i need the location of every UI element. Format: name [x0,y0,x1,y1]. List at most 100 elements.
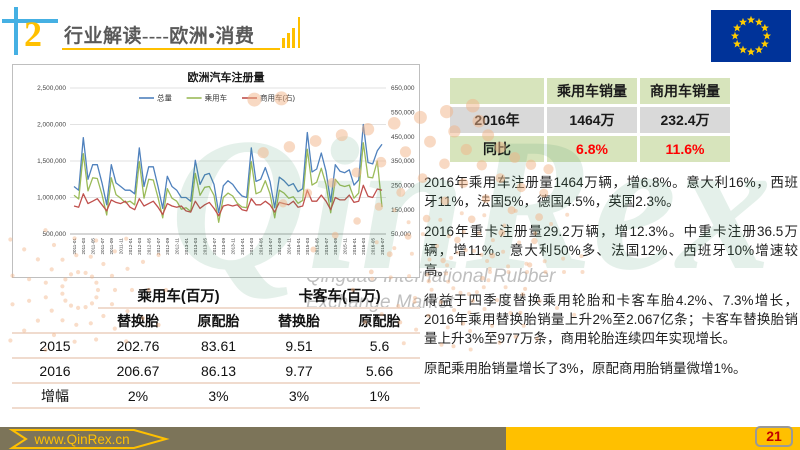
svg-text:2011-05: 2011-05 [91,238,96,255]
svg-text:2015-09: 2015-09 [333,238,338,255]
svg-text:2012-07: 2012-07 [156,238,161,255]
analysis-paragraph-2: 2016年重卡注册量29.2万辆，增12.3%。中重卡注册36.5万辆，增11%… [424,224,798,278]
svg-text:2013-11: 2013-11 [231,238,236,255]
sales-col-header: 商用车销量 [640,78,730,104]
svg-text:2,500,000: 2,500,000 [37,85,66,92]
tyre-row-label: 2016 [12,358,98,384]
svg-text:650,000: 650,000 [391,85,415,92]
svg-text:250,000: 250,000 [391,183,415,190]
svg-text:2016-07: 2016-07 [380,238,385,255]
svg-text:1,000,000: 1,000,000 [37,195,66,202]
svg-text:550,000: 550,000 [391,110,415,117]
tyre-value: 1% [339,383,421,409]
svg-text:50,000: 50,000 [391,231,411,238]
tyre-value: 5.6 [339,333,421,359]
analysis-paragraph-4: 原配乘用胎销量增长了3%，原配商用胎销量微增1%。 [424,361,747,377]
tyre-value: 3% [178,383,260,409]
svg-text:2012-05: 2012-05 [147,238,152,255]
tyre-value: 206.67 [98,358,178,384]
tyre-subheader: 原配胎 [339,308,421,334]
sales-summary-table: 乘用车销量 商用车销量 2016年 1464万 232.4万同比 6.8% 11.6% [447,75,733,165]
tyre-value: 86.13 [178,358,260,384]
tyre-subheader: 原配胎 [178,308,260,334]
svg-text:2014-03: 2014-03 [249,238,254,255]
tyre-subheader: 替换胎 [259,308,340,334]
svg-text:2016-03: 2016-03 [361,238,366,255]
svg-text:2012-09: 2012-09 [165,238,170,255]
svg-text:2012-11: 2012-11 [175,238,180,255]
svg-text:2011-07: 2011-07 [100,238,105,255]
svg-text:2014-07: 2014-07 [268,238,273,255]
title-underline [62,48,280,50]
sales-value: 1464万 [547,107,637,133]
svg-text:2011-01: 2011-01 [72,238,77,255]
svg-text:2013-07: 2013-07 [212,238,217,255]
sales-col-header: 乘用车销量 [547,78,637,104]
svg-text:2015-01: 2015-01 [296,238,301,255]
svg-text:2014-01: 2014-01 [240,238,245,255]
sales-row-label: 2016年 [450,107,544,133]
sales-value: 232.4万 [640,107,730,133]
sales-col-header [450,78,544,104]
svg-text:2016-05: 2016-05 [371,238,376,255]
svg-text:欧洲汽车注册量: 欧洲汽车注册量 [188,70,265,84]
tyre-group-header: 乘用车(百万) [98,283,260,309]
svg-text:2013-05: 2013-05 [203,238,208,255]
svg-text:350,000: 350,000 [391,158,415,165]
svg-text:总量: 总量 [157,93,172,103]
svg-text:2015-11: 2015-11 [343,238,348,255]
tyre-value: 3% [259,383,340,409]
svg-text:乘用车: 乘用车 [205,93,228,103]
section-number: 2 [24,14,42,54]
svg-text:2014-11: 2014-11 [287,238,292,255]
tyre-value: 2% [98,383,178,409]
svg-text:2013-03: 2013-03 [193,238,198,255]
sales-row-label: 同比 [450,136,544,162]
bar-chart-icon [282,16,304,48]
svg-text:2013-09: 2013-09 [221,238,226,255]
svg-text:2012-01: 2012-01 [128,238,133,255]
svg-text:450,000: 450,000 [391,134,415,141]
registrations-chart-svg: 欧洲汽车注册量 2,500,000 2,000,000 1,500,000 1,000,… [37,70,415,255]
svg-text:2012-03: 2012-03 [137,238,142,255]
svg-text:2014-09: 2014-09 [277,238,282,255]
page-number-badge: 21 [755,426,793,447]
tyre-subheader: 替换胎 [98,308,178,334]
svg-text:2015-07: 2015-07 [324,238,329,255]
svg-text:2011-09: 2011-09 [109,238,114,255]
header-cross-icon-horizontal [2,19,58,23]
series-总量 [73,123,383,214]
tyre-row-label: 2015 [12,333,98,359]
svg-text:2011-03: 2011-03 [81,238,86,255]
footer-url-arrow[interactable]: www.QinRex.cn [4,428,174,450]
registrations-chart: 欧洲汽车注册量 2,500,000 2,000,000 1,500,000 1,000,… [12,64,420,278]
tyre-value: 5.66 [339,358,421,384]
tyre-subheader-blank [12,308,98,334]
footer-url[interactable]: www.QinRex.cn [33,432,129,447]
tyre-value: 202.76 [98,333,178,359]
analysis-paragraph-1: 2016年乘用车注册量1464万辆，增6.8%。意大利16%，西班牙11%，法国… [424,175,798,210]
tyre-corner-cell [12,283,98,308]
tyre-sales-table: 乘用车(百万) 卡客车(百万) 替换胎 原配胎 替换胎 原配胎 2015 202.76 83.6… [12,283,421,409]
analysis-paragraph-3: 得益于四季度替换乘用轮胎和卡客车胎4.2%、7.3%增长，2016年乘用替换胎销… [424,292,798,347]
analysis-paragraphs: 2016年乘用车注册量1464万辆，增6.8%。意大利16%，西班牙11%，法国… [424,173,798,389]
sales-value: 11.6% [640,136,730,162]
tyre-group-header: 卡客车(百万) [259,283,421,309]
svg-text:150,000: 150,000 [391,207,415,214]
series-商用车(右) [73,184,383,217]
svg-text:2,000,000: 2,000,000 [37,122,66,129]
sales-value: 6.8% [547,136,637,162]
svg-text:500,000: 500,000 [43,231,67,238]
svg-text:2016-01: 2016-01 [352,238,357,255]
eu-flag-icon [711,10,791,62]
footer-bar-olive [0,427,506,450]
tyre-value: 9.77 [259,358,340,384]
page-title: 行业解读----欧洲•消费 [64,26,255,47]
tyre-value: 83.61 [178,333,260,359]
tyre-value: 9.51 [259,333,340,359]
series-乘用车 [73,142,383,223]
svg-text:2015-05: 2015-05 [315,238,320,255]
svg-text:商用车(右): 商用车(右) [260,93,295,103]
svg-text:2011-11: 2011-11 [119,238,124,255]
